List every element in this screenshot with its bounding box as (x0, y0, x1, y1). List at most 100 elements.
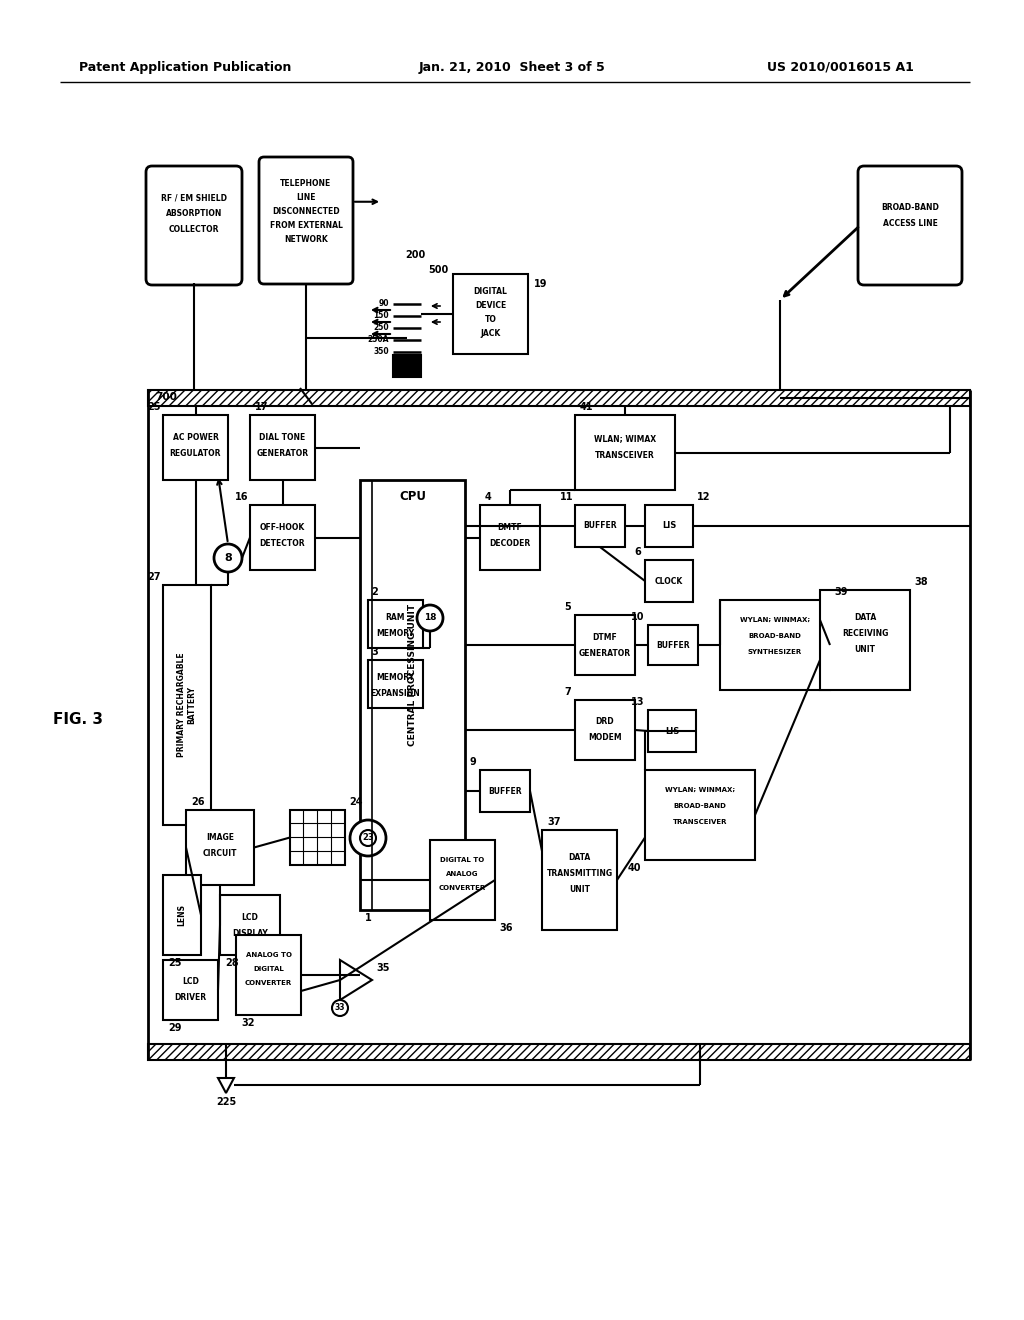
Text: GENERATOR: GENERATOR (579, 648, 631, 657)
Text: 500: 500 (428, 265, 449, 275)
Text: DECODER: DECODER (489, 539, 530, 548)
Bar (148, 1044, 970, 1060)
Text: TRANSMITTING: TRANSMITTING (547, 870, 612, 879)
Text: DRIVER: DRIVER (174, 994, 207, 1002)
Text: 150: 150 (374, 312, 389, 321)
Text: RF / EM SHIELD: RF / EM SHIELD (161, 194, 227, 202)
Text: LCD: LCD (182, 978, 199, 986)
Bar (575, 506, 625, 546)
Text: DETECTOR: DETECTOR (260, 539, 305, 548)
Text: ANALOG TO: ANALOG TO (246, 952, 292, 958)
Text: LIS: LIS (665, 726, 679, 735)
Text: 41: 41 (580, 403, 594, 412)
Bar (645, 770, 755, 861)
Bar (290, 810, 345, 865)
Bar (163, 414, 228, 480)
Bar (250, 506, 315, 570)
Bar (430, 840, 495, 920)
Text: 700: 700 (155, 392, 177, 403)
Text: Patent Application Publication: Patent Application Publication (79, 61, 291, 74)
Bar (163, 875, 201, 954)
Text: MODEM: MODEM (588, 734, 622, 742)
Text: SYNTHESIZER: SYNTHESIZER (748, 649, 802, 655)
Text: DIGITAL: DIGITAL (473, 288, 508, 297)
Text: DATA: DATA (854, 614, 877, 623)
Text: EXPANSION: EXPANSION (371, 689, 421, 698)
Text: CONVERTER: CONVERTER (439, 884, 486, 891)
Bar (480, 770, 530, 812)
Text: OFF-HOOK: OFF-HOOK (260, 523, 305, 532)
Text: ANALOG: ANALOG (446, 871, 479, 876)
Bar (148, 389, 970, 407)
Text: WYLAN; WINMAX;: WYLAN; WINMAX; (740, 616, 810, 623)
Text: LIS: LIS (662, 521, 676, 531)
Text: TRANSCEIVER: TRANSCEIVER (595, 450, 655, 459)
Bar (360, 480, 465, 909)
Text: 6: 6 (634, 546, 641, 557)
Text: 5: 5 (564, 602, 571, 612)
Text: 37: 37 (547, 817, 560, 828)
Text: UNIT: UNIT (569, 886, 590, 895)
Text: 2: 2 (371, 587, 378, 597)
Text: 36: 36 (499, 923, 512, 933)
Text: CLOCK: CLOCK (655, 577, 683, 586)
Bar (820, 590, 910, 690)
Text: DMTF: DMTF (498, 523, 522, 532)
Text: REGULATOR: REGULATOR (170, 449, 221, 458)
FancyBboxPatch shape (858, 166, 962, 285)
Text: DISPLAY: DISPLAY (232, 928, 268, 937)
Text: 8: 8 (224, 553, 231, 564)
Text: 9: 9 (469, 756, 476, 767)
Text: FIG. 3: FIG. 3 (53, 713, 103, 727)
Text: FROM EXTERNAL: FROM EXTERNAL (269, 220, 342, 230)
Text: ABSORPTION: ABSORPTION (166, 210, 222, 219)
Text: MEMORY: MEMORY (377, 630, 415, 639)
Circle shape (350, 820, 386, 855)
Bar (575, 700, 635, 760)
Bar (368, 601, 423, 648)
Bar (648, 624, 698, 665)
Text: TRANSCEIVER: TRANSCEIVER (673, 818, 727, 825)
Text: DRD: DRD (596, 718, 614, 726)
Text: 27: 27 (147, 572, 161, 582)
Text: 225: 225 (216, 1097, 237, 1107)
Text: RAM: RAM (386, 614, 406, 623)
Text: MEMORY: MEMORY (377, 673, 415, 682)
Text: ACCESS LINE: ACCESS LINE (883, 219, 937, 228)
Text: 90: 90 (379, 300, 389, 309)
Text: 39: 39 (834, 587, 848, 597)
Polygon shape (340, 960, 372, 1001)
Text: GENERATOR: GENERATOR (256, 449, 308, 458)
Text: WYLAN; WINMAX;: WYLAN; WINMAX; (665, 787, 735, 793)
Bar (163, 585, 211, 825)
Text: COLLECTOR: COLLECTOR (169, 226, 219, 235)
Circle shape (360, 830, 376, 846)
Text: CENTRAL PROCESSING UNIT: CENTRAL PROCESSING UNIT (408, 605, 417, 746)
Text: 7: 7 (564, 686, 571, 697)
Text: DATA: DATA (568, 854, 591, 862)
Text: LCD: LCD (242, 912, 258, 921)
Text: BROAD-BAND: BROAD-BAND (749, 634, 802, 639)
Text: Jan. 21, 2010  Sheet 3 of 5: Jan. 21, 2010 Sheet 3 of 5 (419, 61, 605, 74)
Text: 4: 4 (485, 492, 492, 502)
Text: BUFFER: BUFFER (584, 521, 616, 531)
Text: TELEPHONE: TELEPHONE (281, 178, 332, 187)
Text: 1: 1 (365, 913, 372, 923)
Bar (250, 414, 315, 480)
Text: CIRCUIT: CIRCUIT (203, 850, 238, 858)
Bar (720, 601, 830, 690)
Text: 250A: 250A (368, 335, 389, 345)
Text: 18: 18 (424, 614, 436, 623)
Text: UNIT: UNIT (854, 645, 876, 655)
Text: WLAN; WIMAX: WLAN; WIMAX (594, 434, 656, 444)
Text: 38: 38 (914, 577, 928, 587)
Text: DIGITAL: DIGITAL (253, 966, 284, 972)
Bar (645, 506, 693, 546)
Text: DIGITAL TO: DIGITAL TO (440, 857, 484, 863)
Text: IMAGE: IMAGE (206, 833, 234, 842)
Bar (648, 710, 696, 752)
Text: 28: 28 (225, 958, 239, 968)
Text: 200: 200 (404, 249, 425, 260)
FancyBboxPatch shape (146, 166, 242, 285)
Text: PRIMARY RECHARGABLE
BATTERY: PRIMARY RECHARGABLE BATTERY (177, 652, 197, 758)
